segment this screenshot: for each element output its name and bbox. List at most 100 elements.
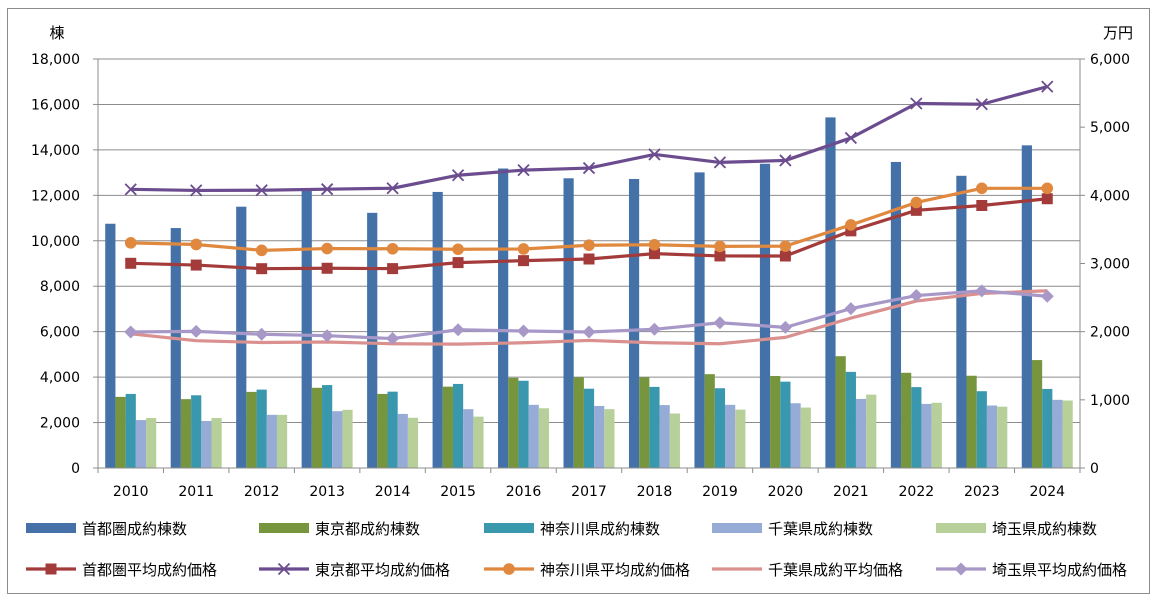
bar bbox=[628, 178, 640, 468]
bar bbox=[694, 172, 705, 468]
bar bbox=[725, 404, 736, 468]
line-marker bbox=[124, 237, 137, 249]
line-marker bbox=[910, 97, 923, 110]
x-tick-label: 2023 bbox=[964, 484, 1000, 500]
bar bbox=[866, 394, 877, 468]
line-marker bbox=[845, 225, 857, 237]
y-left-tick-label: 10,000 bbox=[31, 234, 80, 250]
line-marker bbox=[190, 259, 202, 271]
bar bbox=[105, 223, 116, 468]
line-marker bbox=[452, 257, 464, 269]
bar bbox=[1021, 145, 1032, 468]
line-marker bbox=[583, 239, 595, 252]
y-right-tick-label: 6,000 bbox=[1090, 52, 1130, 68]
legend-swatch bbox=[936, 523, 986, 533]
bar bbox=[1031, 360, 1043, 468]
x-tick-label: 2020 bbox=[768, 484, 804, 500]
line-marker bbox=[321, 262, 333, 274]
bar bbox=[563, 178, 574, 468]
line-marker bbox=[1041, 80, 1054, 93]
x-tick-label: 2022 bbox=[899, 484, 935, 500]
y-left-tick-label: 2,000 bbox=[40, 416, 80, 432]
legend-label: 神奈川県平均成約価格 bbox=[540, 561, 690, 579]
bar bbox=[442, 386, 453, 468]
legend-label: 東京都平均成約価格 bbox=[315, 561, 450, 579]
bar bbox=[845, 371, 856, 468]
bar bbox=[125, 393, 136, 468]
line-marker bbox=[778, 320, 792, 334]
bar bbox=[800, 407, 811, 468]
line-marker bbox=[909, 289, 923, 303]
axes: 0 2,000 4,000 6,000 8,000 10,000 12,000 14,000 1… bbox=[31, 52, 1130, 500]
line-marker bbox=[255, 184, 268, 197]
bar bbox=[115, 396, 126, 468]
line-marker bbox=[714, 240, 726, 253]
legend-label: 東京都成約棟数 bbox=[315, 520, 420, 538]
line-marker bbox=[1041, 182, 1054, 195]
bar bbox=[211, 418, 222, 468]
x-tick-label: 2017 bbox=[571, 484, 607, 500]
bar bbox=[236, 206, 247, 468]
line-marker bbox=[320, 183, 334, 196]
bar bbox=[135, 420, 147, 468]
bar bbox=[759, 163, 771, 468]
line-marker bbox=[387, 263, 399, 275]
y-left-tick-label: 14,000 bbox=[31, 143, 80, 159]
bar bbox=[890, 161, 902, 468]
line-marker bbox=[648, 248, 660, 260]
line-marker bbox=[845, 219, 857, 231]
line-marker bbox=[190, 238, 202, 251]
legend-swatch bbox=[26, 523, 76, 533]
line-marker bbox=[844, 131, 858, 145]
x-tick-label: 2012 bbox=[244, 484, 280, 500]
line-marker bbox=[647, 322, 661, 336]
legend-marker bbox=[503, 563, 515, 575]
x-tick-label: 2021 bbox=[833, 484, 869, 500]
bar bbox=[594, 405, 605, 468]
legend-label: 千葉県成約棟数 bbox=[768, 520, 873, 538]
bar bbox=[191, 395, 202, 468]
bar bbox=[452, 383, 464, 468]
line-marker bbox=[518, 255, 530, 267]
bar bbox=[498, 168, 509, 468]
bar bbox=[931, 402, 942, 468]
line-marker bbox=[910, 196, 923, 209]
bar bbox=[528, 404, 539, 468]
line-marker bbox=[190, 184, 203, 197]
bar bbox=[770, 375, 781, 468]
line-marker bbox=[189, 324, 203, 338]
line-marker bbox=[844, 302, 858, 316]
y-right-tick-label: 2,000 bbox=[1090, 325, 1130, 341]
line-marker bbox=[321, 242, 333, 255]
bar bbox=[301, 188, 312, 468]
bar bbox=[604, 409, 615, 468]
line-marker bbox=[125, 257, 137, 269]
line-marker bbox=[648, 148, 661, 161]
bar bbox=[146, 418, 157, 468]
bar bbox=[463, 409, 474, 468]
legend-label: 首都圏平均成約価格 bbox=[82, 561, 217, 579]
y-right-tick-label: 0 bbox=[1090, 461, 1099, 477]
bars bbox=[105, 117, 1073, 469]
bar bbox=[407, 417, 419, 468]
line-marker bbox=[124, 325, 138, 339]
bar bbox=[266, 414, 277, 468]
y-right-axis-title: 万円 bbox=[1103, 24, 1133, 42]
line-marker bbox=[582, 325, 596, 339]
line-marker bbox=[583, 253, 595, 265]
x-tick-label: 2024 bbox=[1029, 484, 1065, 500]
line-marker bbox=[975, 284, 989, 298]
bar bbox=[367, 212, 378, 468]
y-left-tick-label: 8,000 bbox=[40, 279, 80, 295]
bar bbox=[714, 388, 726, 468]
legend-swatch bbox=[259, 523, 309, 533]
bar bbox=[322, 385, 333, 468]
y-left-tick-label: 12,000 bbox=[31, 188, 80, 204]
legend-marker bbox=[45, 563, 57, 575]
bar bbox=[518, 380, 529, 468]
legend: 首都圏成約棟数 東京都成約棟数 神奈川県成約棟数 千葉県成約棟数 埼玉県成約棟数首都圏平… bbox=[26, 520, 1127, 579]
line-marker bbox=[976, 199, 988, 211]
bar bbox=[332, 411, 343, 468]
x-tick-label: 2019 bbox=[702, 484, 738, 500]
